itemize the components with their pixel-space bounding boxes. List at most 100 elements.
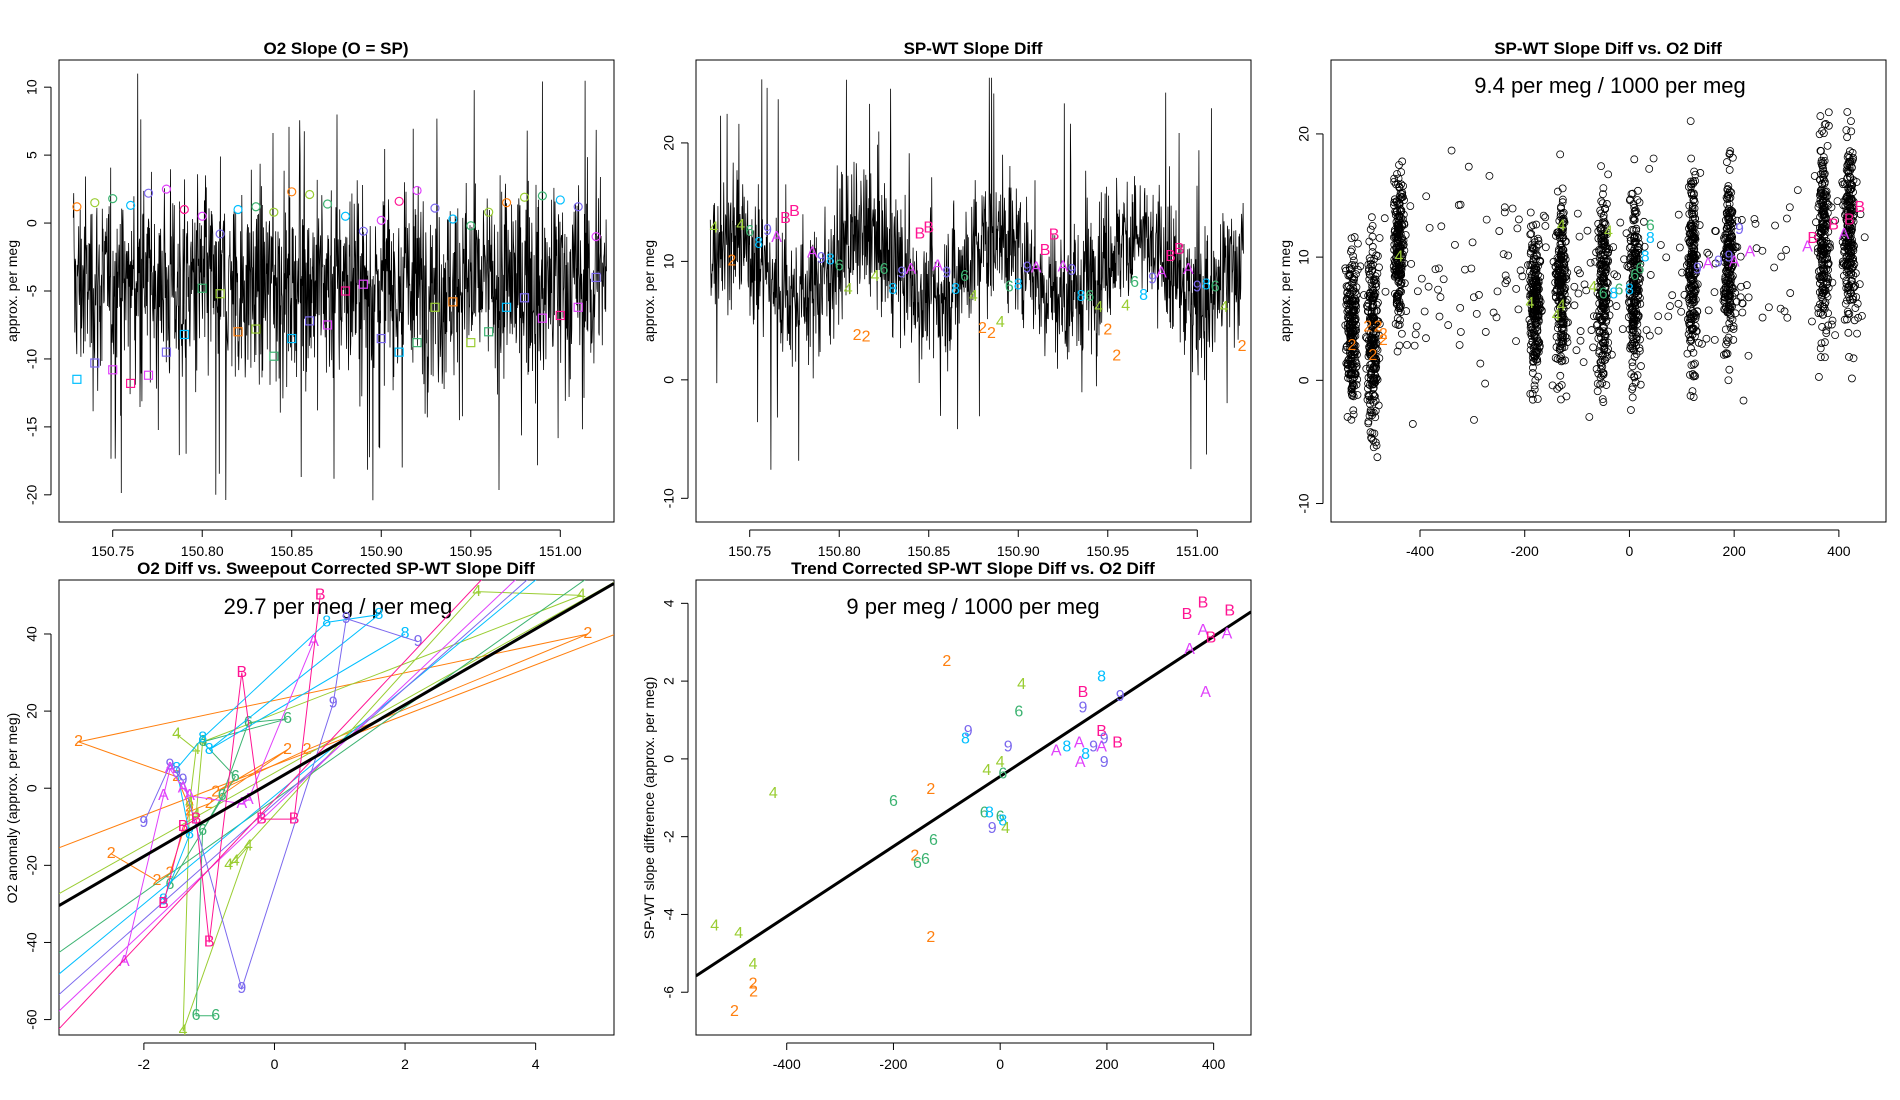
scatter-point xyxy=(1394,234,1403,243)
data-label: 6 xyxy=(1014,703,1023,720)
data-label: 9 xyxy=(172,764,181,781)
scatter-point xyxy=(1686,177,1695,186)
x-tick-label: 151.00 xyxy=(539,543,582,559)
scatter-point xyxy=(1554,320,1563,329)
scatter-point xyxy=(1366,364,1374,373)
circle-marker xyxy=(126,200,136,210)
scatter-point xyxy=(1687,274,1696,283)
scatter-point xyxy=(1618,325,1627,334)
data-label: B xyxy=(780,210,791,227)
circle-marker xyxy=(179,204,189,215)
scatter-point xyxy=(1818,161,1826,170)
scatter-point xyxy=(1818,127,1826,135)
x-axis: -2 0 2 4 xyxy=(138,1042,540,1072)
scatter-point xyxy=(1722,349,1731,358)
scatter-point xyxy=(1816,196,1825,204)
scatter-point xyxy=(1395,192,1404,201)
data-label: 9 xyxy=(1193,279,1202,296)
scatter-point xyxy=(1816,353,1825,361)
scatter-point xyxy=(1402,307,1411,315)
scatter-point xyxy=(1631,209,1640,218)
scatter-point xyxy=(1602,315,1611,324)
scatter-point xyxy=(1585,413,1594,421)
scatter-point xyxy=(1352,283,1361,292)
scatter-point xyxy=(1686,280,1695,289)
scatter-point xyxy=(1688,201,1697,210)
data-label: 4 xyxy=(1121,298,1130,315)
scatter-point xyxy=(1691,214,1700,223)
x-tick-label: 0 xyxy=(271,1056,279,1072)
scatter-point xyxy=(1528,309,1537,318)
scatter-point xyxy=(1392,229,1401,238)
scatter-point xyxy=(1552,270,1561,279)
square-marker xyxy=(179,329,189,340)
scatter-point xyxy=(1636,275,1645,283)
scatter-point xyxy=(1527,229,1536,238)
y-tick-label: 20 xyxy=(1296,126,1312,142)
scatter-point xyxy=(1592,321,1601,330)
scatter-point xyxy=(1368,429,1377,438)
scatter-point xyxy=(1526,230,1535,239)
scatter-point xyxy=(1694,338,1703,347)
x-axis: -400 -200 0 200 400 xyxy=(773,1042,1226,1072)
scatter-point xyxy=(1399,240,1408,249)
data-label: 8 xyxy=(1097,668,1106,685)
data-label: A xyxy=(932,257,943,274)
scatter-point xyxy=(1370,375,1379,383)
circle-marker xyxy=(143,188,154,198)
data-label: 2 xyxy=(303,741,312,758)
y-tick-label: -10 xyxy=(661,488,677,508)
scatter-point xyxy=(1493,287,1502,296)
scatter-point xyxy=(1686,302,1695,311)
circle-marker xyxy=(466,221,476,231)
scatter-point xyxy=(1556,352,1565,361)
scatter-point xyxy=(1820,156,1829,165)
series-path xyxy=(123,641,315,962)
data-label: A xyxy=(178,779,189,796)
scatter-point xyxy=(1598,199,1607,208)
data-label: 9 xyxy=(179,772,188,789)
data-label: 9 xyxy=(1724,248,1733,265)
data-label: B xyxy=(1174,241,1185,258)
scatter-point xyxy=(1750,215,1759,223)
scatter-point xyxy=(1817,186,1825,195)
scatter-point xyxy=(1848,236,1856,244)
scatter-point xyxy=(1559,217,1568,226)
scatter-point xyxy=(1599,398,1608,406)
data-label: A xyxy=(771,229,782,246)
scatter-point xyxy=(1367,317,1376,326)
data-label: 4 xyxy=(224,857,233,874)
data-label: 8 xyxy=(1081,746,1090,763)
data-label: 6 xyxy=(929,832,938,849)
data-label: 4 xyxy=(179,1022,188,1039)
scatter-point xyxy=(1514,305,1523,314)
scatter-point xyxy=(1844,221,1853,230)
panel-slope-diff-vs-o2: SP-WT Slope Diff vs. O2 Diff approx. per… xyxy=(1277,39,1887,559)
scatter-point xyxy=(1396,195,1404,203)
scatter-point xyxy=(1365,392,1374,401)
scatter-point xyxy=(1820,170,1829,179)
y-tick-label: 10 xyxy=(661,253,677,269)
y-tick-label: 0 xyxy=(24,219,40,227)
scatter-point xyxy=(1848,221,1857,230)
scatter-point xyxy=(1526,208,1535,217)
y-tick-label: 5 xyxy=(24,151,40,159)
scatter-point xyxy=(1685,237,1694,246)
scatter-point xyxy=(1845,157,1854,166)
scatter-point xyxy=(1401,231,1410,239)
scatter-point xyxy=(1751,219,1760,228)
scatter-point xyxy=(1690,371,1699,380)
scatter-point xyxy=(1556,209,1565,218)
y-tick-label: 20 xyxy=(24,703,40,719)
data-label: 2 xyxy=(862,328,871,345)
scatter-point xyxy=(1365,237,1374,246)
data-label: B xyxy=(289,810,300,827)
scatter-point xyxy=(1364,417,1373,426)
scatter-point xyxy=(1631,237,1640,246)
scatter-point xyxy=(1846,241,1855,250)
data-label: 2 xyxy=(1368,347,1377,364)
x-tick-label: 150.95 xyxy=(449,543,492,559)
scatter-point xyxy=(1824,260,1833,269)
scatter-point xyxy=(1813,244,1822,253)
scatter-point xyxy=(1674,299,1683,308)
